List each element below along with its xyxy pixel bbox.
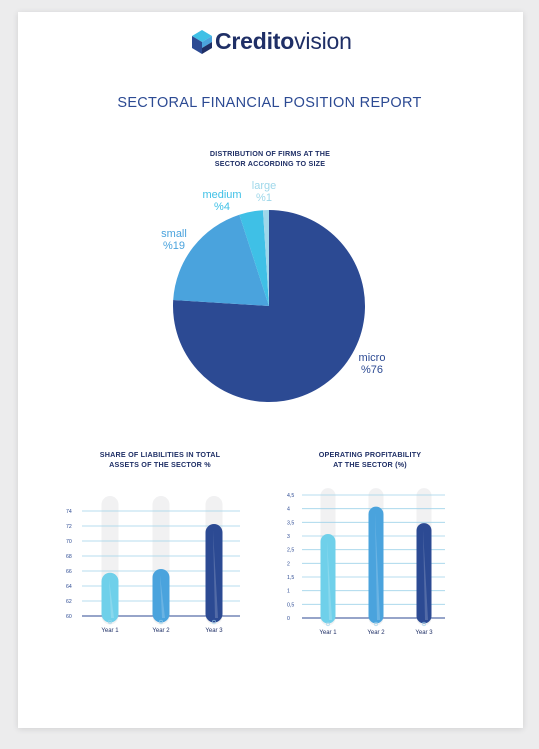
y-tick-label: 0 [287, 616, 290, 622]
bar-marker [211, 619, 217, 625]
pie-slice-large [262, 210, 269, 306]
bar-year-1 [320, 534, 336, 624]
bar-highlight [375, 512, 380, 620]
x-tick-label: Year 2 [367, 630, 385, 636]
bar-year-3 [205, 524, 223, 623]
pie-slice-small [173, 214, 269, 306]
bar-year-2 [152, 569, 170, 623]
y-tick-label: 72 [66, 524, 72, 530]
bar-highlight [160, 575, 165, 618]
y-tick-label: 60 [66, 614, 72, 620]
y-tick-label: 74 [66, 509, 72, 515]
profitability-chart-title-line-1: OPERATING PROFITABILITY [318, 450, 422, 459]
pie-label-micro: micro [359, 352, 386, 364]
x-tick-label: Year 1 [101, 628, 119, 634]
bar-highlight [109, 578, 114, 618]
bar-marker [325, 621, 331, 627]
y-tick-label: 3 [287, 534, 290, 540]
bar-year-3 [416, 523, 432, 624]
y-tick-label: 64 [66, 584, 72, 590]
x-tick-label: Year 1 [319, 630, 337, 636]
creditovision-logo-icon [192, 30, 212, 54]
bar-marker [158, 619, 164, 625]
y-tick-label: 3,5 [287, 520, 294, 526]
pie-value-medium: %4 [214, 201, 230, 213]
pie-label-large: large [252, 180, 276, 192]
y-tick-label: 1,5 [287, 575, 294, 581]
brand-name-regular: vision [294, 28, 352, 54]
y-tick-label: 0,5 [287, 602, 294, 608]
pie-chart-title-line-1: DISTRIBUTION OF FIRMS AT THE [209, 149, 331, 158]
pie-value-micro: %76 [361, 364, 383, 376]
liabilities-chart-title: SHARE OF LIABILITIES IN TOTAL ASSETS OF … [60, 450, 260, 470]
pie-slice-medium [239, 210, 269, 306]
pie-chart-title: DISTRIBUTION OF FIRMS AT THE SECTOR ACCO… [170, 149, 370, 169]
pie-value-large: %1 [256, 192, 272, 204]
brand-name: Creditovision [215, 28, 352, 55]
x-tick-label: Year 3 [415, 630, 433, 636]
y-tick-label: 68 [66, 554, 72, 560]
profitability-chart-title-line-2: AT THE SECTOR (%) [333, 460, 407, 469]
x-tick-label: Year 3 [205, 628, 223, 634]
brand-name-bold: Credito [215, 28, 295, 54]
bar-marker [107, 619, 113, 625]
liabilities-chart-title-line-1: SHARE OF LIABILITIES IN TOTAL [99, 450, 221, 459]
y-tick-label: 2,5 [287, 548, 294, 554]
liabilities-chart-title-line-2: ASSETS OF THE SECTOR % [109, 460, 211, 469]
bar-year-1 [101, 572, 119, 623]
bar-highlight [327, 540, 332, 620]
x-tick-label: Year 2 [152, 628, 170, 634]
y-tick-label: 66 [66, 569, 72, 575]
bar-marker [421, 621, 427, 627]
report-title: SECTORAL FINANCIAL POSITION REPORT [117, 95, 422, 111]
pie-chart-title-line-2: SECTOR ACCORDING TO SIZE [214, 159, 326, 168]
y-tick-label: 70 [66, 539, 72, 545]
y-tick-label: 62 [66, 599, 72, 605]
bar-marker [373, 621, 379, 627]
bar-highlight [423, 529, 428, 620]
pie-label-small: small [161, 228, 187, 240]
y-tick-label: 4,5 [287, 493, 294, 499]
pie-label-medium: medium [202, 189, 241, 201]
pie-value-small: %19 [163, 240, 185, 252]
bar-highlight [213, 530, 218, 618]
profitability-chart-title: OPERATING PROFITABILITY AT THE SECTOR (%… [290, 450, 450, 470]
y-tick-label: 2 [287, 561, 290, 567]
y-tick-label: 4 [287, 507, 290, 513]
bar-year-2 [368, 506, 384, 624]
y-tick-label: 1 [287, 589, 290, 595]
